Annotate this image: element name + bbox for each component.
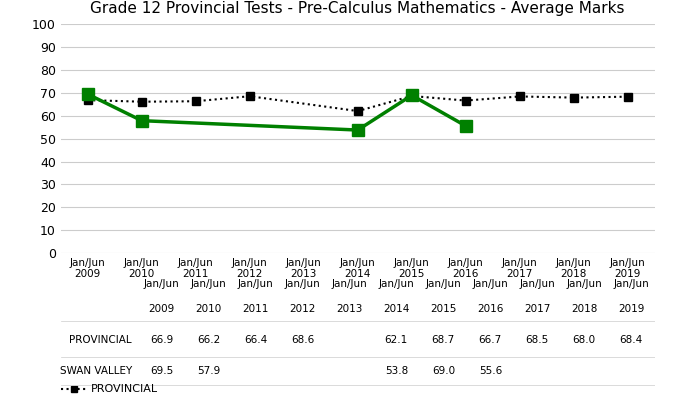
- Text: 2016: 2016: [477, 304, 504, 314]
- Text: 2010: 2010: [195, 304, 221, 314]
- Text: PROVINCIAL: PROVINCIAL: [70, 335, 132, 345]
- Text: 2012: 2012: [289, 304, 316, 314]
- Text: 66.9: 66.9: [150, 335, 173, 345]
- Text: Jan/Jun: Jan/Jun: [614, 279, 649, 289]
- Text: Jan/Jun: Jan/Jun: [331, 279, 367, 289]
- Text: 2015: 2015: [430, 304, 456, 314]
- Text: 66.4: 66.4: [244, 335, 267, 345]
- Text: 2014: 2014: [383, 304, 410, 314]
- Text: Jan/Jun: Jan/Jun: [144, 279, 180, 289]
- Text: Jan/Jun: Jan/Jun: [425, 279, 461, 289]
- Text: 68.4: 68.4: [620, 335, 643, 345]
- Text: SWAN VALLEY: SWAN VALLEY: [60, 366, 132, 376]
- Text: Jan/Jun: Jan/Jun: [566, 279, 602, 289]
- Text: 66.7: 66.7: [479, 335, 502, 345]
- Text: 69.0: 69.0: [432, 366, 455, 376]
- Text: 68.5: 68.5: [526, 335, 549, 345]
- Text: Jan/Jun: Jan/Jun: [238, 279, 273, 289]
- Text: 2011: 2011: [242, 304, 269, 314]
- Text: Jan/Jun: Jan/Jun: [520, 279, 555, 289]
- Text: 68.0: 68.0: [572, 335, 596, 345]
- Text: 53.8: 53.8: [385, 366, 408, 376]
- Text: 68.6: 68.6: [291, 335, 314, 345]
- Text: 66.2: 66.2: [197, 335, 220, 345]
- Text: Jan/Jun: Jan/Jun: [285, 279, 320, 289]
- Text: 62.1: 62.1: [385, 335, 408, 345]
- Text: Jan/Jun: Jan/Jun: [379, 279, 414, 289]
- Text: 2017: 2017: [524, 304, 551, 314]
- Text: 2018: 2018: [571, 304, 597, 314]
- Text: PROVINCIAL: PROVINCIAL: [90, 384, 157, 395]
- Title: Grade 12 Provincial Tests - Pre-Calculus Mathematics - Average Marks: Grade 12 Provincial Tests - Pre-Calculus…: [90, 1, 625, 16]
- Text: 69.5: 69.5: [150, 366, 173, 376]
- Text: Jan/Jun: Jan/Jun: [472, 279, 508, 289]
- Text: Jan/Jun: Jan/Jun: [190, 279, 226, 289]
- Text: 2019: 2019: [618, 304, 645, 314]
- Text: 2013: 2013: [336, 304, 362, 314]
- Text: 55.6: 55.6: [479, 366, 502, 376]
- Text: 57.9: 57.9: [197, 366, 220, 376]
- Text: 2009: 2009: [148, 304, 175, 314]
- Text: 68.7: 68.7: [432, 335, 455, 345]
